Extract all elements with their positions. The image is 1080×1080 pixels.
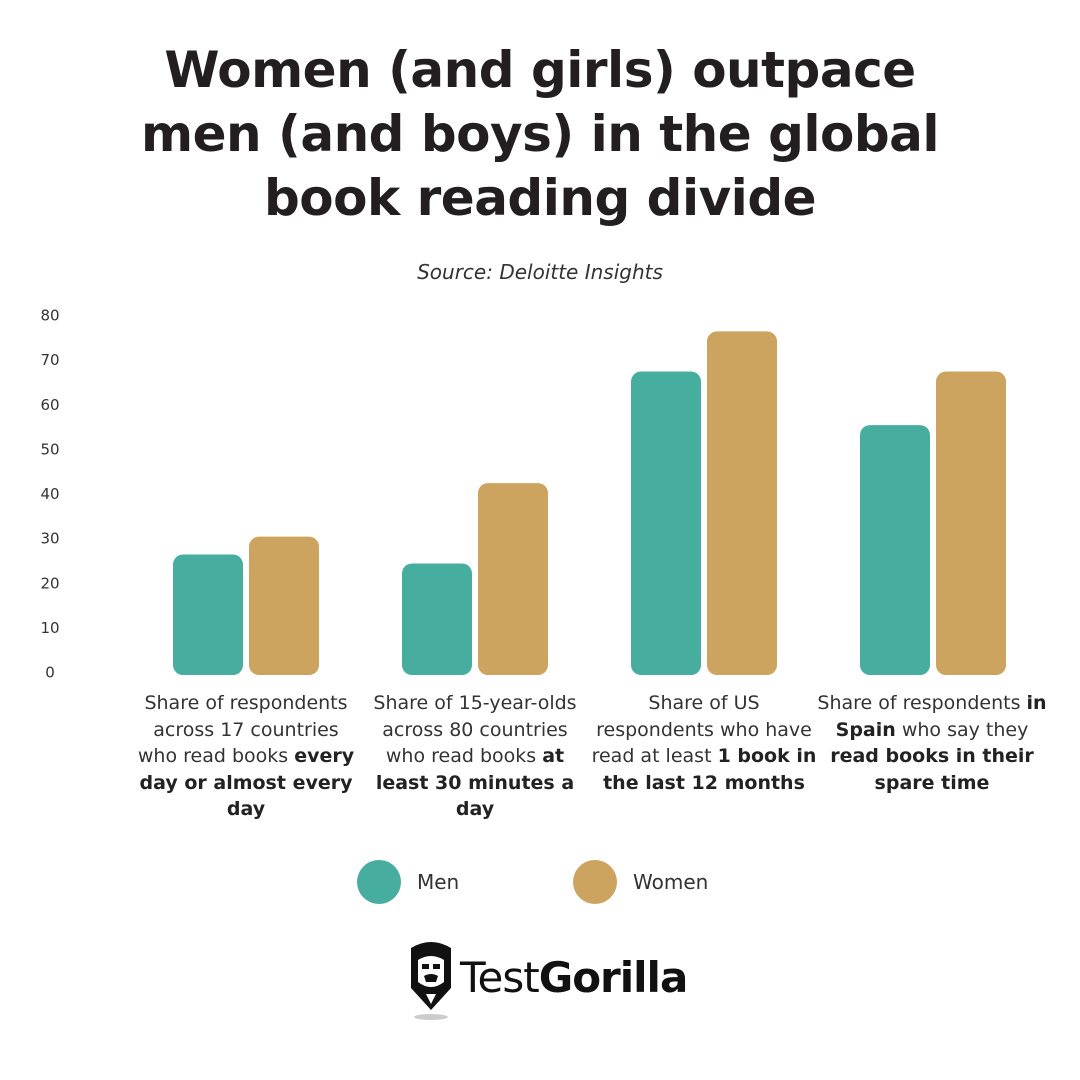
bar-men-1 [173,554,243,675]
title-line-1: Women (and girls) outpace [164,41,916,99]
title-line-2: men (and boys) in the global [140,105,940,163]
bar-men-3 [631,371,701,675]
bar-women-4 [936,371,1006,675]
bar-women-3 [707,331,777,675]
testgorilla-logo: TestGorilla [408,940,688,1022]
bar-men-2 [402,563,472,675]
y-tick-label: 20 [40,574,59,592]
legend-label-women: Women [633,870,709,894]
chart-source: Source: Deloitte Insights [417,260,663,284]
category-label-2: Share of 15-year-olds across 80 countrie… [373,692,577,820]
gorilla-icon [411,942,451,1020]
category-label-4: Share of respondents in Spain who say th… [817,692,1047,794]
category-label-1: Share of respondents across 17 countries… [137,692,355,820]
chart-title: Women (and girls) outpace men (and boys)… [0,38,1080,230]
bar-women-1 [249,536,319,675]
category-label-3: Share of US respondents who have read at… [591,692,817,794]
bar-women-2 [478,483,548,675]
bar-men-4 [860,425,930,675]
y-tick-label: 30 [40,530,59,548]
y-tick-label: 80 [40,307,59,325]
legend-item-men: Men [357,860,459,904]
legend-swatch-men [357,860,401,904]
y-tick-label: 0 [45,664,55,682]
y-tick-label: 70 [40,351,59,369]
y-tick-label: 50 [40,440,59,458]
legend-label-men: Men [417,870,460,894]
logo-wordmark: TestGorilla [460,952,688,1002]
bar-chart: 0 10 20 30 40 50 60 70 80 [40,307,1006,682]
legend-swatch-women [573,860,617,904]
y-tick-label: 60 [40,396,59,414]
legend-item-women: Women [573,860,708,904]
y-tick-label: 10 [40,619,59,637]
y-tick-label: 40 [40,485,59,503]
title-line-3: book reading divide [263,169,817,227]
